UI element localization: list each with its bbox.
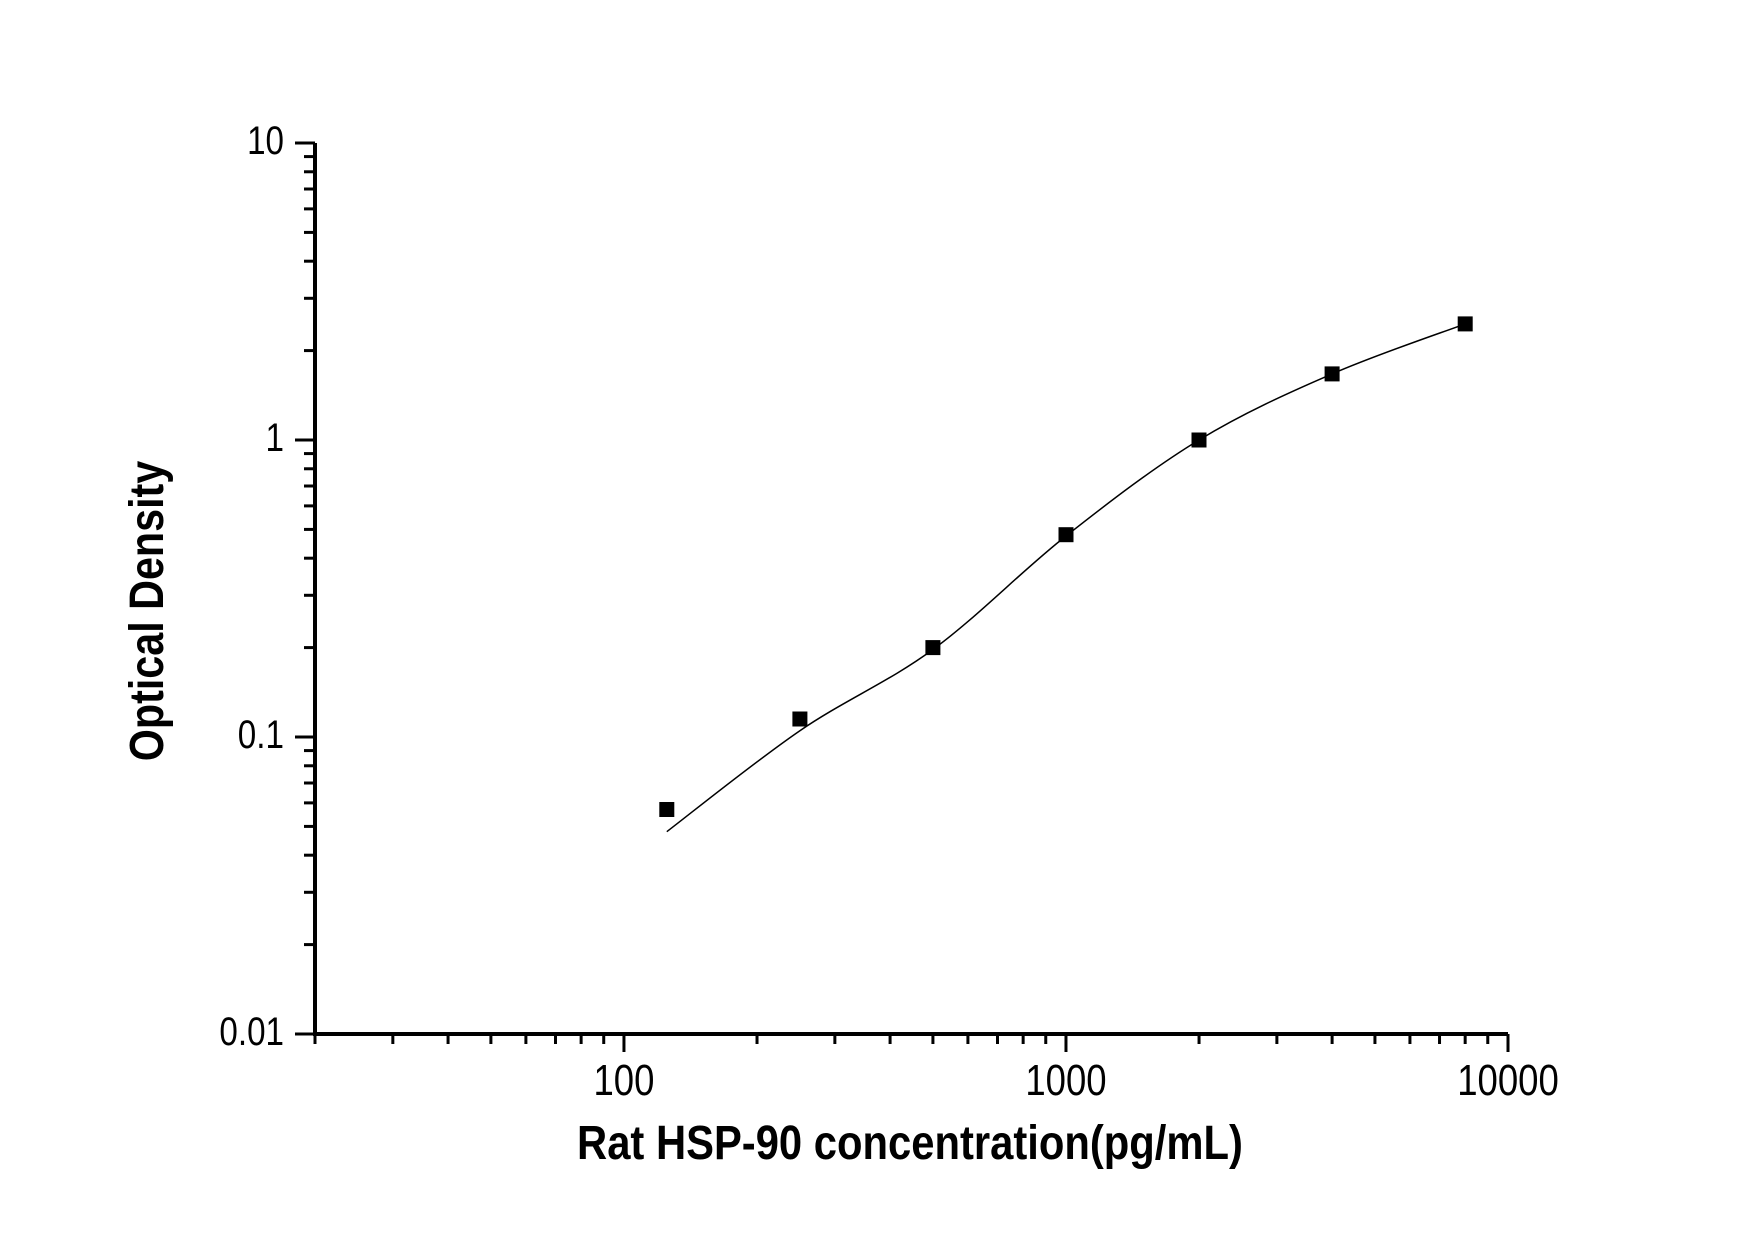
y-axis-title: Optical Density — [121, 460, 174, 761]
data-point-marker — [792, 711, 808, 727]
y-tick-label: 10 — [247, 119, 284, 163]
y-tick-label: 0.1 — [238, 713, 284, 757]
data-point-marker — [1324, 366, 1340, 382]
axes: 100 1000 10000 10 1 0.1 0.01 — [219, 119, 1558, 1105]
data-point-marker — [1058, 527, 1074, 543]
data-points-group — [659, 316, 1473, 817]
y-tick-label: 1 — [266, 416, 285, 460]
y-tick-label: 0.01 — [219, 1010, 284, 1054]
x-tick-label: 100 — [594, 1056, 655, 1105]
x-tick-label: 1000 — [1025, 1056, 1106, 1105]
fit-curve-group — [666, 323, 1466, 833]
data-point-marker — [1191, 432, 1207, 448]
data-point-marker — [1457, 316, 1473, 332]
data-point-marker — [659, 802, 675, 817]
x-tick-label: 10000 — [1457, 1056, 1559, 1105]
fit-curve — [666, 323, 1466, 833]
x-axis-title: Rat HSP-90 concentration(pg/mL) — [577, 1117, 1243, 1170]
data-point-marker — [925, 640, 941, 656]
